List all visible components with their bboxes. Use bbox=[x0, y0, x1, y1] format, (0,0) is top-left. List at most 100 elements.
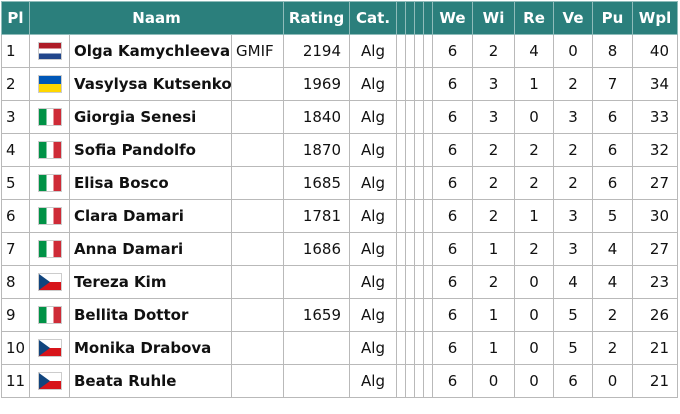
title-cell bbox=[230, 133, 285, 167]
flag-cell bbox=[29, 199, 70, 233]
blank-cell bbox=[405, 298, 416, 332]
re-cell: 4 bbox=[514, 34, 555, 68]
we-cell: 6 bbox=[432, 331, 474, 365]
name-cell: Monika Drabova bbox=[69, 331, 232, 365]
blank-cell bbox=[414, 34, 425, 68]
wpl-cell: 32 bbox=[632, 133, 679, 167]
blank-cell bbox=[405, 67, 416, 101]
blank-cell bbox=[405, 232, 416, 266]
pu-cell: 4 bbox=[592, 232, 634, 266]
table-row: 5 Elisa Bosco 1685 Alg 6 2 2 2 6 27 bbox=[1, 166, 679, 200]
flag-cell bbox=[29, 67, 70, 101]
title-cell bbox=[230, 199, 285, 233]
table-row: 7 Anna Damari 1686 Alg 6 1 2 3 4 27 bbox=[1, 232, 679, 266]
flag-cell bbox=[29, 265, 70, 299]
header-blank bbox=[423, 1, 434, 35]
wi-cell: 1 bbox=[472, 232, 516, 266]
we-cell: 6 bbox=[432, 67, 474, 101]
blank-cell bbox=[405, 199, 416, 233]
rating-cell: 1840 bbox=[283, 100, 351, 134]
flag-icon bbox=[37, 75, 62, 94]
we-cell: 6 bbox=[432, 364, 474, 398]
ve-cell: 3 bbox=[553, 232, 594, 266]
wi-cell: 2 bbox=[472, 34, 516, 68]
header-row: Pl Naam Rating Cat. We Wi Re Ve Pu Wpl bbox=[1, 1, 679, 35]
ve-cell: 2 bbox=[553, 133, 594, 167]
wi-cell: 2 bbox=[472, 199, 516, 233]
rating-cell bbox=[283, 364, 351, 398]
wpl-cell: 23 bbox=[632, 265, 679, 299]
blank-cell bbox=[423, 133, 434, 167]
category-cell: Alg bbox=[349, 331, 398, 365]
blank-cell bbox=[423, 166, 434, 200]
header-blank bbox=[414, 1, 425, 35]
rank-cell: 10 bbox=[1, 331, 30, 365]
pu-cell: 6 bbox=[592, 100, 634, 134]
wpl-cell: 21 bbox=[632, 364, 679, 398]
blank-cell bbox=[414, 67, 425, 101]
name-cell: Giorgia Senesi bbox=[69, 100, 232, 134]
blank-cell bbox=[414, 100, 425, 134]
rating-cell: 2194 bbox=[283, 34, 351, 68]
we-cell: 6 bbox=[432, 298, 474, 332]
wpl-cell: 30 bbox=[632, 199, 679, 233]
flag-icon bbox=[37, 306, 62, 325]
name-cell: Elisa Bosco bbox=[69, 166, 232, 200]
flag-cell bbox=[29, 331, 70, 365]
table-row: 6 Clara Damari 1781 Alg 6 2 1 3 5 30 bbox=[1, 199, 679, 233]
name-cell: Bellita Dottor bbox=[69, 298, 232, 332]
pu-cell: 6 bbox=[592, 166, 634, 200]
blank-cell bbox=[396, 265, 407, 299]
title-cell bbox=[230, 364, 285, 398]
flag-icon bbox=[37, 372, 62, 391]
table-row: 1 Olga Kamychleeva GMIF 2194 Alg 6 2 4 0 8 40 bbox=[1, 34, 679, 68]
name-cell: Clara Damari bbox=[69, 199, 232, 233]
header-cell: Pl bbox=[1, 1, 30, 35]
blank-cell bbox=[423, 100, 434, 134]
header-blank bbox=[396, 1, 407, 35]
title-cell bbox=[230, 232, 285, 266]
table-row: 3 Giorgia Senesi 1840 Alg 6 3 0 3 6 33 bbox=[1, 100, 679, 134]
wi-cell: 0 bbox=[472, 364, 516, 398]
rating-cell: 1870 bbox=[283, 133, 351, 167]
blank-cell bbox=[423, 298, 434, 332]
we-cell: 6 bbox=[432, 34, 474, 68]
blank-cell bbox=[396, 232, 407, 266]
re-cell: 0 bbox=[514, 298, 555, 332]
header-cell: Rating bbox=[283, 1, 351, 35]
category-cell: Alg bbox=[349, 100, 398, 134]
pu-cell: 0 bbox=[592, 364, 634, 398]
title-cell bbox=[230, 67, 285, 101]
blank-cell bbox=[414, 133, 425, 167]
ve-cell: 5 bbox=[553, 298, 594, 332]
ve-cell: 3 bbox=[553, 199, 594, 233]
flag-icon bbox=[37, 273, 62, 292]
rating-cell: 1685 bbox=[283, 166, 351, 200]
category-cell: Alg bbox=[349, 166, 398, 200]
table-body: 1 Olga Kamychleeva GMIF 2194 Alg 6 2 4 0 8 40 2 Vasy… bbox=[1, 34, 679, 398]
re-cell: 2 bbox=[514, 166, 555, 200]
blank-cell bbox=[414, 265, 425, 299]
re-cell: 0 bbox=[514, 265, 555, 299]
re-cell: 0 bbox=[514, 331, 555, 365]
flag-icon bbox=[37, 141, 62, 160]
wi-cell: 2 bbox=[472, 265, 516, 299]
blank-cell bbox=[423, 232, 434, 266]
title-cell bbox=[230, 298, 285, 332]
re-cell: 1 bbox=[514, 199, 555, 233]
blank-cell bbox=[396, 133, 407, 167]
category-cell: Alg bbox=[349, 232, 398, 266]
name-cell: Olga Kamychleeva bbox=[69, 34, 232, 68]
category-cell: Alg bbox=[349, 34, 398, 68]
wpl-cell: 27 bbox=[632, 232, 679, 266]
blank-cell bbox=[414, 166, 425, 200]
wpl-cell: 40 bbox=[632, 34, 679, 68]
blank-cell bbox=[405, 265, 416, 299]
blank-cell bbox=[423, 364, 434, 398]
flag-icon bbox=[37, 108, 62, 127]
we-cell: 6 bbox=[432, 133, 474, 167]
blank-cell bbox=[396, 166, 407, 200]
standings-table: Pl Naam Rating Cat. We Wi Re Ve Pu Wpl 1… bbox=[1, 1, 679, 398]
ve-cell: 3 bbox=[553, 100, 594, 134]
category-cell: Alg bbox=[349, 364, 398, 398]
